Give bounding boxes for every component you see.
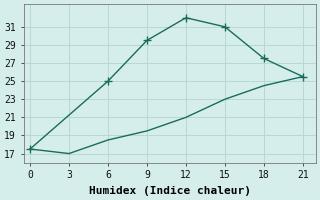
X-axis label: Humidex (Indice chaleur): Humidex (Indice chaleur) <box>89 186 251 196</box>
